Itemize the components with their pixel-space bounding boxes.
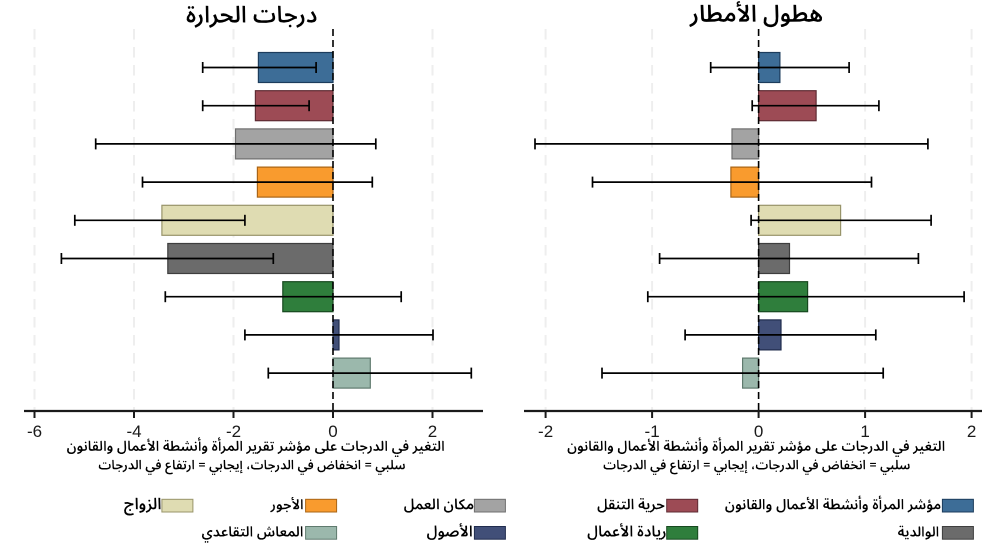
svg-text:1: 1 — [860, 422, 869, 441]
svg-text:0: 0 — [754, 422, 763, 441]
svg-text:-4: -4 — [126, 422, 141, 441]
svg-text:2: 2 — [428, 422, 437, 441]
svg-text:0: 0 — [328, 422, 337, 441]
svg-text:-6: -6 — [27, 422, 42, 441]
svg-text:-1: -1 — [645, 422, 660, 441]
svg-text:-2: -2 — [538, 422, 553, 441]
svg-text:-2: -2 — [226, 422, 241, 441]
svg-text:2: 2 — [967, 422, 976, 441]
